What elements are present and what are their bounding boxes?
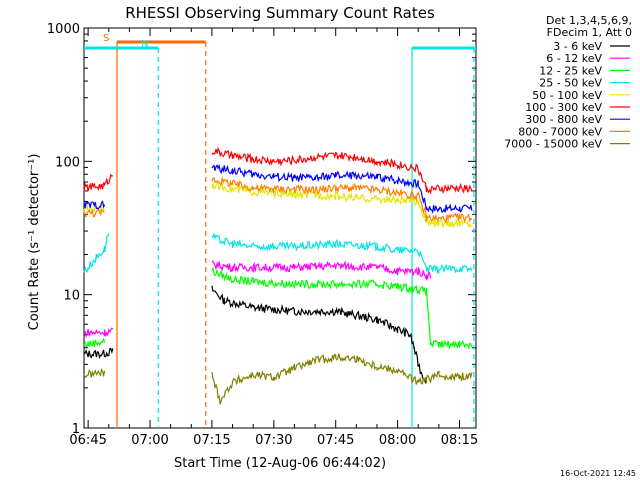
legend-header-line: Det 1,3,4,5,6,9, <box>546 14 632 27</box>
series-line <box>83 266 473 350</box>
series-line <box>83 260 432 339</box>
legend-entry-label: 300 - 800 keV <box>525 113 602 126</box>
legend-entry-label: 12 - 25 keV <box>539 64 602 77</box>
series-line <box>83 285 428 385</box>
footer-timestamp: 16-Oct-2021 12:45 <box>560 469 636 478</box>
flag-label: S <box>103 33 109 44</box>
x-tick-label: 08:00 <box>379 433 416 448</box>
series-line <box>83 176 473 225</box>
axes: 06:45 07:00 07:15 07:30 07:45 08:00 08:15 1 10 10… <box>47 22 478 448</box>
legend-entry-label: 100 - 300 keV <box>525 101 602 114</box>
y-tick-label: 10 <box>63 289 80 304</box>
x-tick-label: 07:30 <box>255 433 292 448</box>
flag-bars: SN <box>84 33 476 428</box>
x-tick-label: 07:00 <box>131 433 168 448</box>
x-tick-label: 08:15 <box>441 433 478 448</box>
series-line <box>83 163 473 215</box>
y-tick-label: 1 <box>72 422 80 437</box>
legend-entry-label: 7000 - 15000 keV <box>504 138 602 151</box>
x-axis-label: Start Time (12-Aug-06 06:44:02) <box>174 456 386 471</box>
series-line <box>83 180 473 229</box>
x-tick-label: 07:15 <box>193 433 230 448</box>
x-tick-label: 07:45 <box>317 433 354 448</box>
legend-entry-label: 800 - 7000 keV <box>518 125 602 138</box>
legend-entry-label: 50 - 100 keV <box>532 89 602 102</box>
series-lines <box>83 146 473 405</box>
y-tick-label: 1000 <box>47 22 80 37</box>
legend-entry-label: 6 - 12 keV <box>546 52 602 65</box>
y-axis-label: Count Rate (s⁻¹ detector⁻¹) <box>27 154 42 331</box>
x-tick-label: 06:45 <box>69 433 106 448</box>
series-line <box>83 146 473 195</box>
legend-entry-label: 3 - 6 keV <box>553 40 602 53</box>
legend-entry-label: 25 - 50 keV <box>539 77 602 90</box>
flag-label: N <box>141 39 148 50</box>
plot-frame <box>83 27 477 429</box>
series-line <box>83 353 473 405</box>
legend: Det 1,3,4,5,6,9,FDecim 1, Att 03 - 6 keV… <box>504 14 632 151</box>
chart-title: RHESSI Observing Summary Count Rates <box>125 4 435 22</box>
legend-header-line: FDecim 1, Att 0 <box>547 26 632 39</box>
y-tick-label: 100 <box>55 155 80 170</box>
series-line <box>83 231 473 274</box>
